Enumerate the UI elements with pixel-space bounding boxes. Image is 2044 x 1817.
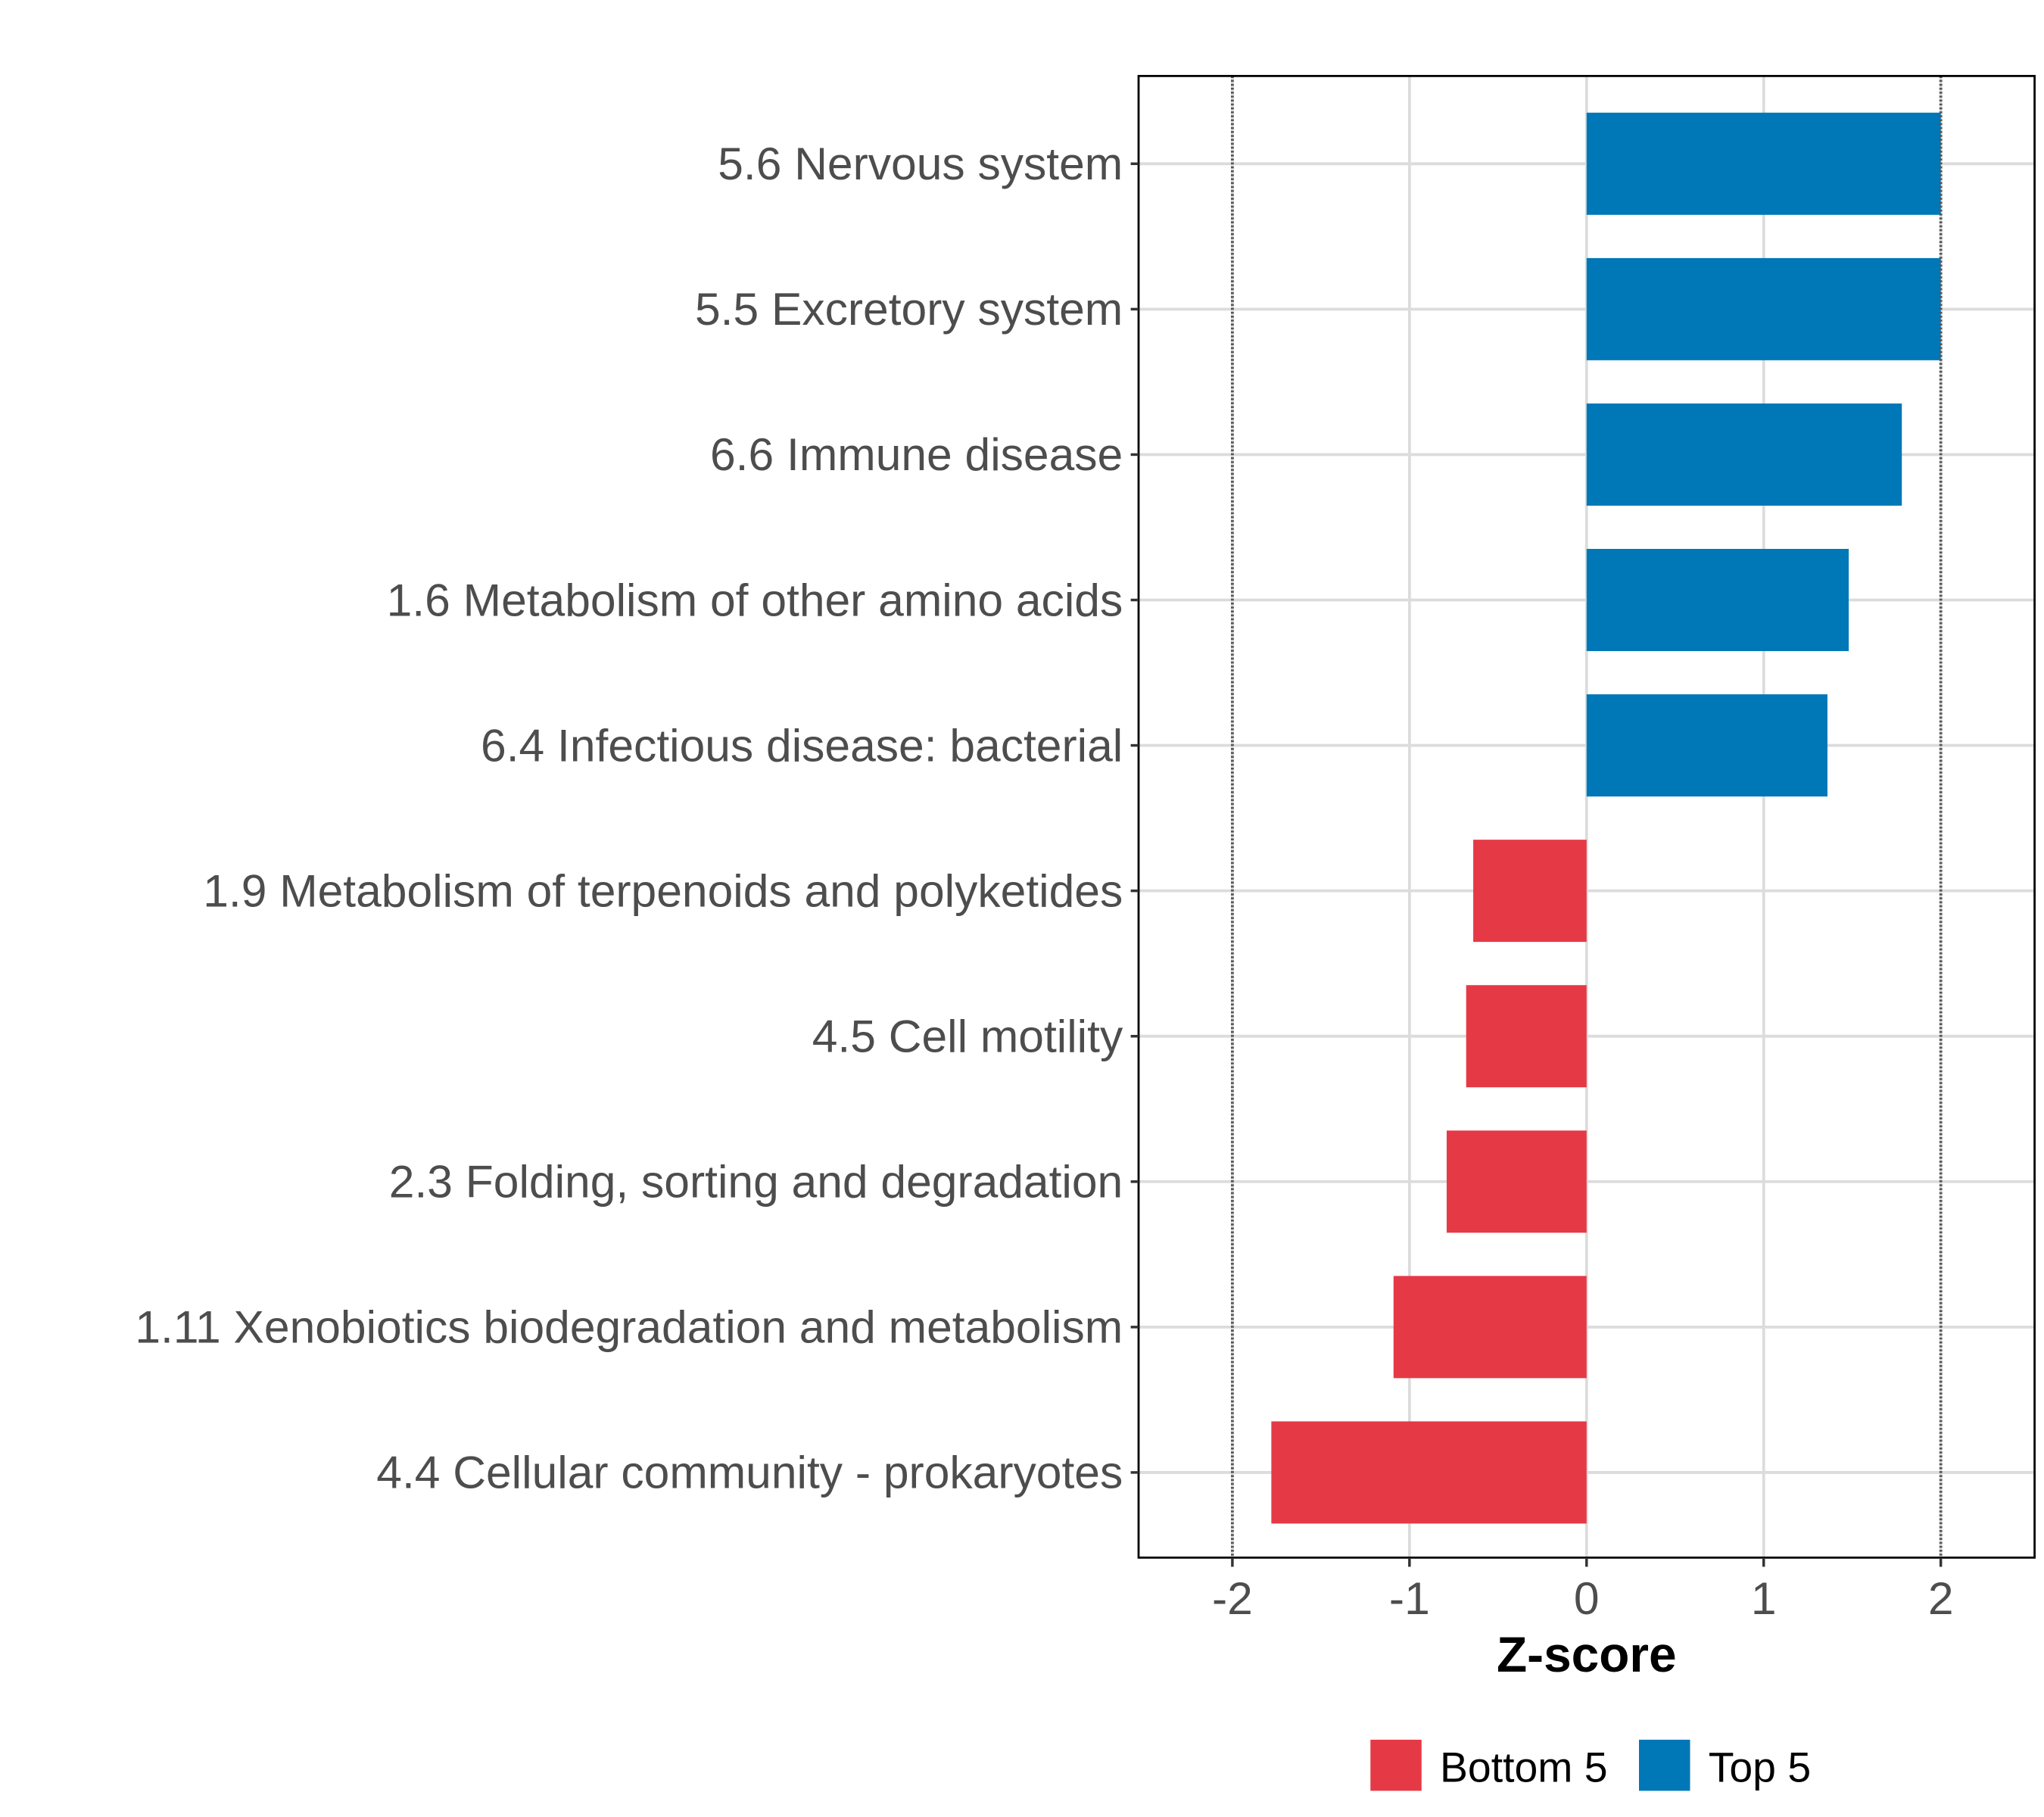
x-axis-title: Z-score (1497, 1626, 1677, 1682)
y-tick-label: 4.5 Cell motility (812, 1010, 1123, 1061)
bar (1586, 549, 1849, 651)
y-tick-label: 4.4 Cellular community - prokaryotes (376, 1447, 1123, 1498)
bar (1586, 257, 1941, 360)
y-tick-label: 1.11 Xenobiotics biodegradation and meta… (135, 1301, 1123, 1353)
y-tick-label: 6.4 Infectious disease: bacterial (481, 719, 1123, 771)
reference-lines (1230, 76, 1943, 1558)
x-tick-label: 0 (1574, 1572, 1600, 1624)
y-axis: 5.6 Nervous system 5.5 Excretory system 6.… (135, 138, 1139, 1498)
x-tick-label: 1 (1751, 1572, 1777, 1624)
y-tick-label: 1.9 Metabolism of terpenoids and polyket… (203, 865, 1123, 916)
y-tick-label: 6.6 Immune disease (710, 429, 1123, 480)
x-tick-label: -1 (1389, 1572, 1430, 1624)
x-axis: -2 -1 0 1 2 (1212, 1557, 1954, 1624)
y-tick-label: 5.5 Excretory system (695, 283, 1123, 335)
bar (1586, 403, 1902, 506)
bars (1271, 112, 1941, 1524)
x-tick-label: -2 (1212, 1572, 1253, 1624)
legend-label-bottom5: Bottom 5 (1440, 1744, 1608, 1791)
y-tick-label: 5.6 Nervous system (718, 138, 1123, 189)
y-tick-label: 2.3 Folding, sorting and degradation (389, 1156, 1123, 1208)
bar (1466, 985, 1587, 1088)
bar (1393, 1276, 1587, 1379)
x-tick-label: 2 (1928, 1572, 1954, 1624)
y-tick-label: 1.6 Metabolism of other amino acids (387, 574, 1123, 625)
bar (1473, 840, 1587, 943)
legend-swatch-top5 (1638, 1739, 1690, 1791)
legend-label-top5: Top 5 (1709, 1744, 1811, 1791)
bar (1586, 694, 1827, 797)
bar (1446, 1130, 1587, 1233)
bar (1586, 112, 1941, 215)
legend: Bottom 5 Top 5 (1370, 1739, 1811, 1791)
bar (1271, 1421, 1587, 1524)
legend-swatch-bottom5 (1370, 1739, 1422, 1791)
